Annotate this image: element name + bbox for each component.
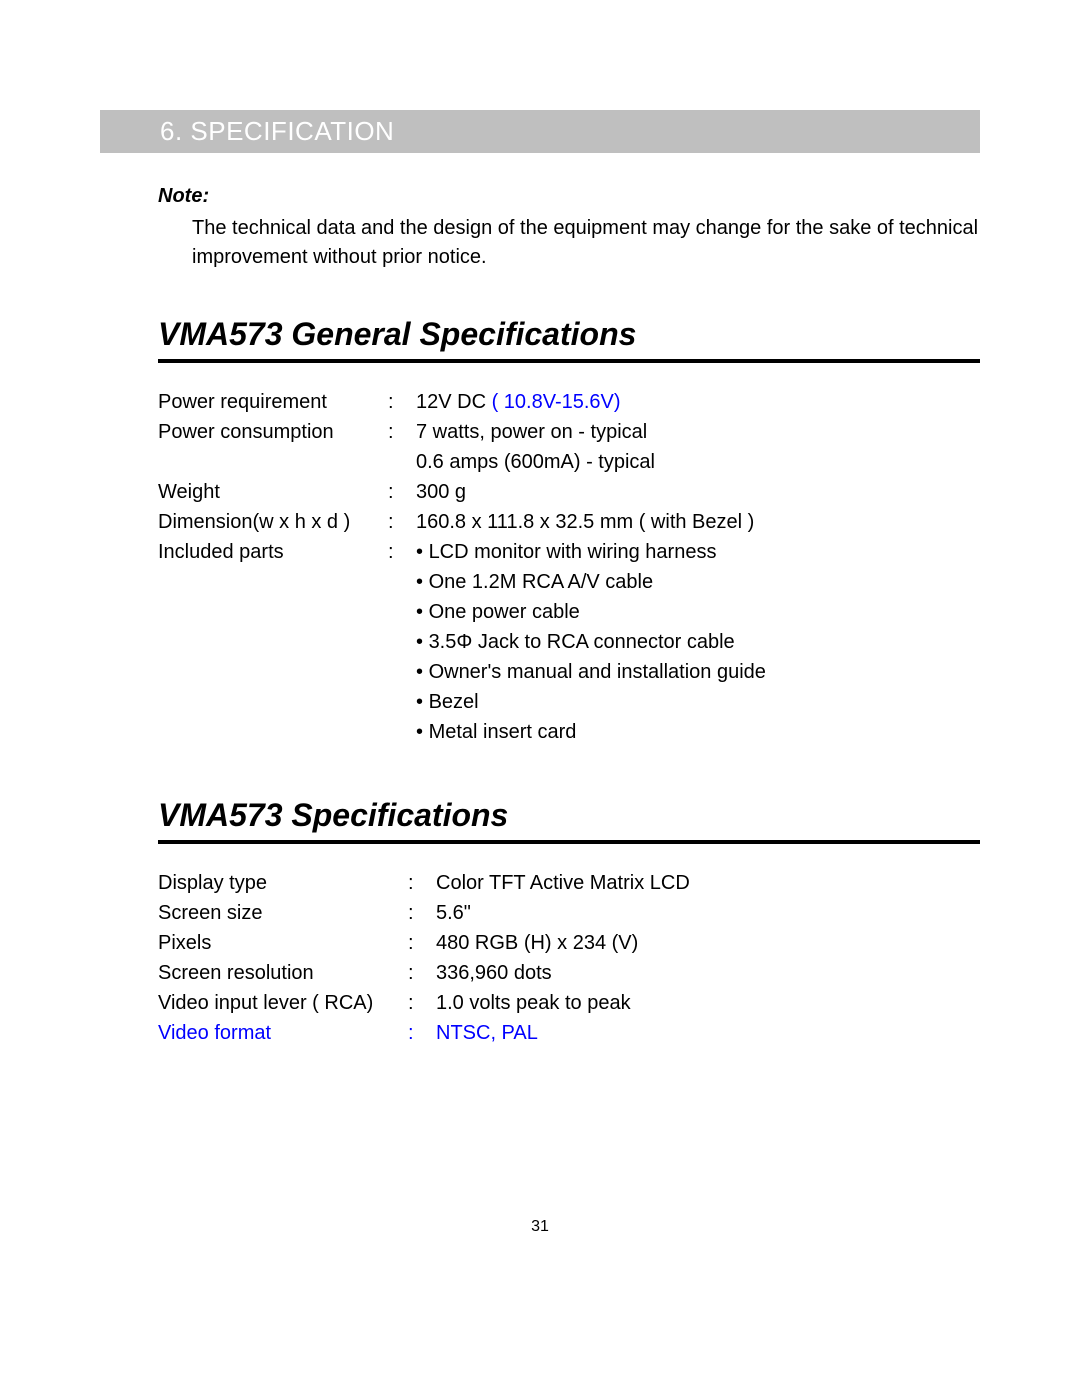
section-header: 6. SPECIFICATION <box>100 110 980 153</box>
pc-line1: 7 watts, power on - typical <box>416 417 980 447</box>
value-video-format: NTSC, PAL <box>436 1018 980 1048</box>
label-pixels: Pixels <box>158 928 408 958</box>
rule-general <box>158 359 980 363</box>
value-power-consumption: 7 watts, power on - typical 0.6 amps (60… <box>416 417 980 477</box>
colon: : <box>388 477 416 507</box>
value-resolution: 336,960 dots <box>436 958 980 988</box>
label-resolution: Screen resolution <box>158 958 408 988</box>
row-screen-size: Screen size : 5.6" <box>158 898 980 928</box>
row-video-format: Video format : NTSC, PAL <box>158 1018 980 1048</box>
value-dimension: 160.8 x 111.8 x 32.5 mm ( with Bezel ) <box>416 507 980 537</box>
inc-b2: One 1.2M RCA A/V cable <box>416 567 980 597</box>
colon: : <box>388 507 416 537</box>
note-text: The technical data and the design of the… <box>158 214 980 272</box>
specs-title: VMA573 Specifications <box>100 797 980 834</box>
pc-line2: 0.6 amps (600mA) - typical <box>416 447 980 477</box>
label-video-format: Video format <box>158 1018 408 1048</box>
row-pixels: Pixels : 480 RGB (H) x 234 (V) <box>158 928 980 958</box>
label-screen-size: Screen size <box>158 898 408 928</box>
inc-b5: Owner's manual and installation guide <box>416 657 980 687</box>
colon: : <box>388 417 416 447</box>
power-req-range: ( 10.8V-15.6V) <box>492 391 621 413</box>
value-weight: 300 g <box>416 477 980 507</box>
value-included: LCD monitor with wiring harness One 1.2M… <box>416 537 980 747</box>
colon: : <box>408 1018 436 1048</box>
row-display-type: Display type : Color TFT Active Matrix L… <box>158 868 980 898</box>
value-pixels: 480 RGB (H) x 234 (V) <box>436 928 980 958</box>
label-included: Included parts <box>158 537 388 567</box>
row-power-consumption: Power consumption : 7 watts, power on - … <box>158 417 980 477</box>
row-dimension: Dimension(w x h x d ) : 160.8 x 111.8 x … <box>158 507 980 537</box>
value-screen-size: 5.6" <box>436 898 980 928</box>
specs-table: Display type : Color TFT Active Matrix L… <box>100 868 980 1048</box>
row-weight: Weight : 300 g <box>158 477 980 507</box>
colon: : <box>408 898 436 928</box>
colon: : <box>388 387 416 417</box>
colon: : <box>388 537 416 567</box>
inc-b6: Bezel <box>416 687 980 717</box>
value-display-type: Color TFT Active Matrix LCD <box>436 868 980 898</box>
rule-specs <box>158 840 980 844</box>
value-power-requirement: 12V DC ( 10.8V-15.6V) <box>416 387 980 417</box>
label-display-type: Display type <box>158 868 408 898</box>
general-title: VMA573 General Specifications <box>100 316 980 353</box>
note-label: Note: <box>158 185 980 208</box>
inc-b3: One power cable <box>416 597 980 627</box>
page-number: 31 <box>100 1218 980 1236</box>
inc-b1: LCD monitor with wiring harness <box>416 537 980 567</box>
inc-b7: Metal insert card <box>416 717 980 747</box>
row-power-requirement: Power requirement : 12V DC ( 10.8V-15.6V… <box>158 387 980 417</box>
row-video-input: Video input lever ( RCA) : 1.0 volts pea… <box>158 988 980 1018</box>
colon: : <box>408 958 436 988</box>
row-included: Included parts : LCD monitor with wiring… <box>158 537 980 747</box>
general-spec-table: Power requirement : 12V DC ( 10.8V-15.6V… <box>100 387 980 747</box>
inc-b4: 3.5Φ Jack to RCA connector cable <box>416 627 980 657</box>
colon: : <box>408 928 436 958</box>
row-resolution: Screen resolution : 336,960 dots <box>158 958 980 988</box>
value-video-input: 1.0 volts peak to peak <box>436 988 980 1018</box>
colon: : <box>408 868 436 898</box>
power-req-prefix: 12V DC <box>416 391 492 413</box>
label-video-input: Video input lever ( RCA) <box>158 988 408 1018</box>
label-power-consumption: Power consumption <box>158 417 388 447</box>
note-block: Note: The technical data and the design … <box>100 185 980 272</box>
label-dimension: Dimension(w x h x d ) <box>158 507 388 537</box>
label-power-requirement: Power requirement <box>158 387 388 417</box>
label-weight: Weight <box>158 477 388 507</box>
colon: : <box>408 988 436 1018</box>
